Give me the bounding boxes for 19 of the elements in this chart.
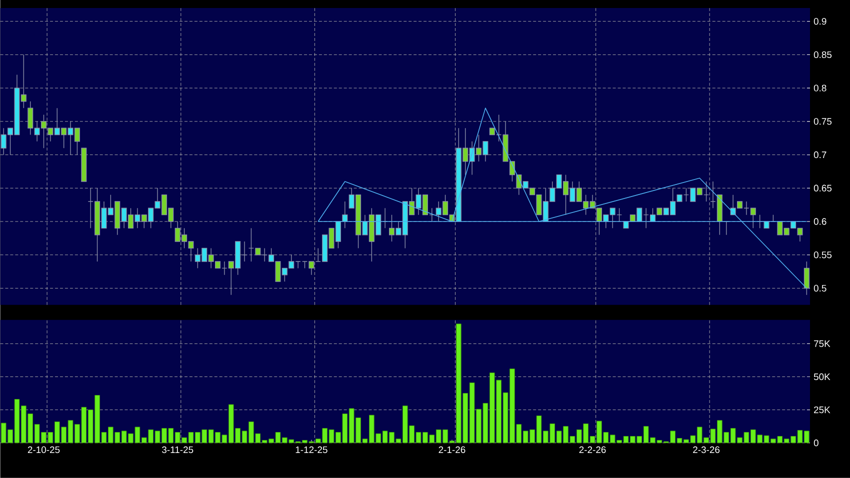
x-tick-label: 3-11-25 [162,446,194,454]
y-tick-label: 0.55 [814,252,832,258]
x-tick-label: 2-2-26 [579,446,606,454]
x-tick-label: 1-12-25 [296,446,328,454]
y-tick-label: 0.6 [814,218,826,225]
y-tick-label: 75K [814,340,830,348]
y-tick-label: 0.65 [814,184,832,192]
y-tick-label: 0.5 [814,284,826,292]
y-tick-label: 0.75 [814,118,832,125]
x-tick-label: 2-1-26 [438,446,466,454]
y-tick-label: 0.7 [814,151,826,158]
x-tick-label: 2-10-25 [28,446,60,454]
y-tick-label: 0.9 [814,18,826,25]
y-tick-label: 0.85 [814,51,832,58]
y-tick-label: 0.8 [814,84,826,92]
y-tick-label: 25K [814,406,830,414]
y-tick-label: 0 [814,440,818,446]
x-tick-label: 2-3-26 [693,446,720,454]
y-tick-label: 50K [814,373,830,380]
